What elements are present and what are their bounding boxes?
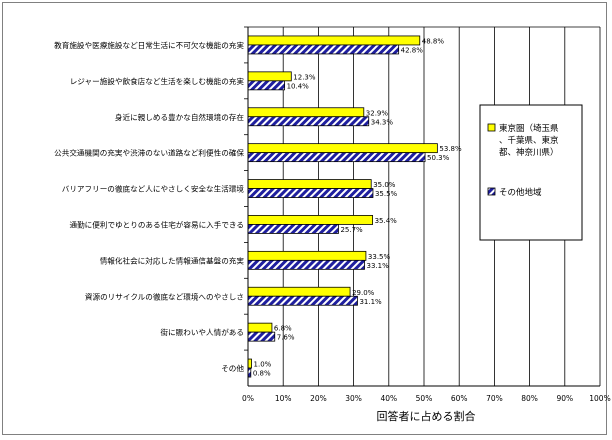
category-label: 資源のリサイクルの徹底など環境へのやさしさ <box>85 291 244 301</box>
legend-swatch-other <box>487 187 496 196</box>
data-label-tokyo: 6.8% <box>274 325 292 333</box>
x-axis: 0% 10% 20% 30% 40% 50% 60% 70% 80% 90% 100% <box>242 26 611 403</box>
bar-tokyo <box>247 143 438 154</box>
category-label: レジャー施設や飲食店など生活を楽しむ機能の充実 <box>70 76 245 86</box>
legend: 東京圏（埼玉県 、千葉県、東京 都、神奈川県） その他地域 <box>479 104 583 241</box>
bar-other <box>247 44 400 55</box>
x-tick-label: 10% <box>275 394 292 403</box>
category-label: 公共交通機関の充実や渋滞のない道路など利便性の確保 <box>54 148 244 158</box>
data-label-tokyo: 53.8% <box>439 145 462 153</box>
value-labels: 48.8%42.8% 12.3%10.4% 32.9%34.3% 53.8%50.3%… <box>253 37 462 377</box>
data-label-tokyo: 33.5% <box>368 253 391 261</box>
bar-other <box>247 116 370 127</box>
data-label-tokyo: 48.8% <box>422 37 445 45</box>
category-label: 情報化社会に対応した情報通信基盤の充実 <box>100 255 245 265</box>
data-label-tokyo: 35.4% <box>375 217 398 225</box>
data-label-other: 42.8% <box>401 46 424 54</box>
data-label-other: 35.5% <box>375 190 398 198</box>
category-label: 街に賑わいや人情がある <box>160 327 244 337</box>
category-labels: 教育施設や医療施設など日常生活に不可欠な機能の充実レジャー施設や飲食店など生活を… <box>54 40 244 373</box>
x-tick-label: 40% <box>380 394 397 403</box>
data-label-other: 7.6% <box>277 334 295 342</box>
data-label-other: 25.7% <box>340 226 363 234</box>
data-label-tokyo: 29.0% <box>352 289 375 297</box>
bar-other <box>247 295 358 306</box>
category-label: 教育施設や医療施設など日常生活に不可欠な機能の充実 <box>54 40 244 50</box>
bar-other <box>247 80 286 91</box>
bar-other <box>247 259 365 270</box>
x-tick-label: 30% <box>345 394 362 403</box>
x-tick-label: 70% <box>486 394 503 403</box>
bar-other <box>247 152 426 163</box>
data-label-other: 10.4% <box>287 82 310 90</box>
data-label-other: 34.3% <box>371 118 394 126</box>
data-label-tokyo: 35.0% <box>373 181 396 189</box>
legend-label-tokyo: 東京圏（埼玉県 、千葉県、東京 都、神奈川県） <box>499 123 561 158</box>
category-label: 身近に親しめる豊かな自然環境の存在 <box>115 112 244 122</box>
category-label: 通勤に便利でゆとりのある住宅が容易に入手できる <box>69 219 244 229</box>
bar-tokyo <box>247 250 367 261</box>
bar-tokyo <box>247 215 374 225</box>
x-tick-label: 80% <box>521 394 538 403</box>
x-tick-label: 90% <box>556 394 573 403</box>
x-tick-label: 50% <box>416 394 433 403</box>
category-label: その他 <box>221 363 244 373</box>
x-tick-label: 0% <box>242 394 254 403</box>
category-label: バリアフリーの徹底など人にやさしく安全な生活環境 <box>62 184 245 194</box>
bar-tokyo <box>247 35 421 46</box>
legend-label-other: その他地域 <box>499 187 542 198</box>
legend-box <box>479 104 583 241</box>
chart-frame <box>2 2 607 435</box>
x-tick-label: 20% <box>310 394 327 403</box>
bar-tokyo <box>247 179 372 189</box>
x-tick-label: 60% <box>451 394 468 403</box>
data-label-other: 31.1% <box>359 298 382 306</box>
bar-tokyo <box>247 107 365 118</box>
bar-tokyo <box>247 322 273 333</box>
x-tick-label: 100% <box>589 394 610 403</box>
data-label-tokyo: 32.9% <box>366 109 389 117</box>
bar-tokyo <box>247 71 292 82</box>
bar-tokyo <box>247 358 252 369</box>
data-label-other: 33.1% <box>367 262 390 270</box>
data-label-tokyo: 12.3% <box>293 73 316 81</box>
bar-other <box>247 224 339 234</box>
data-label-other: 0.8% <box>253 370 271 378</box>
x-axis-title: 回答者に占める割合 <box>377 409 476 423</box>
data-label-other: 50.3% <box>427 154 450 162</box>
legend-swatch-tokyo <box>487 123 496 132</box>
bar-tokyo <box>247 286 351 297</box>
bar-other <box>247 188 374 198</box>
data-label-tokyo: 1.0% <box>254 361 272 369</box>
bar-other <box>247 331 276 342</box>
